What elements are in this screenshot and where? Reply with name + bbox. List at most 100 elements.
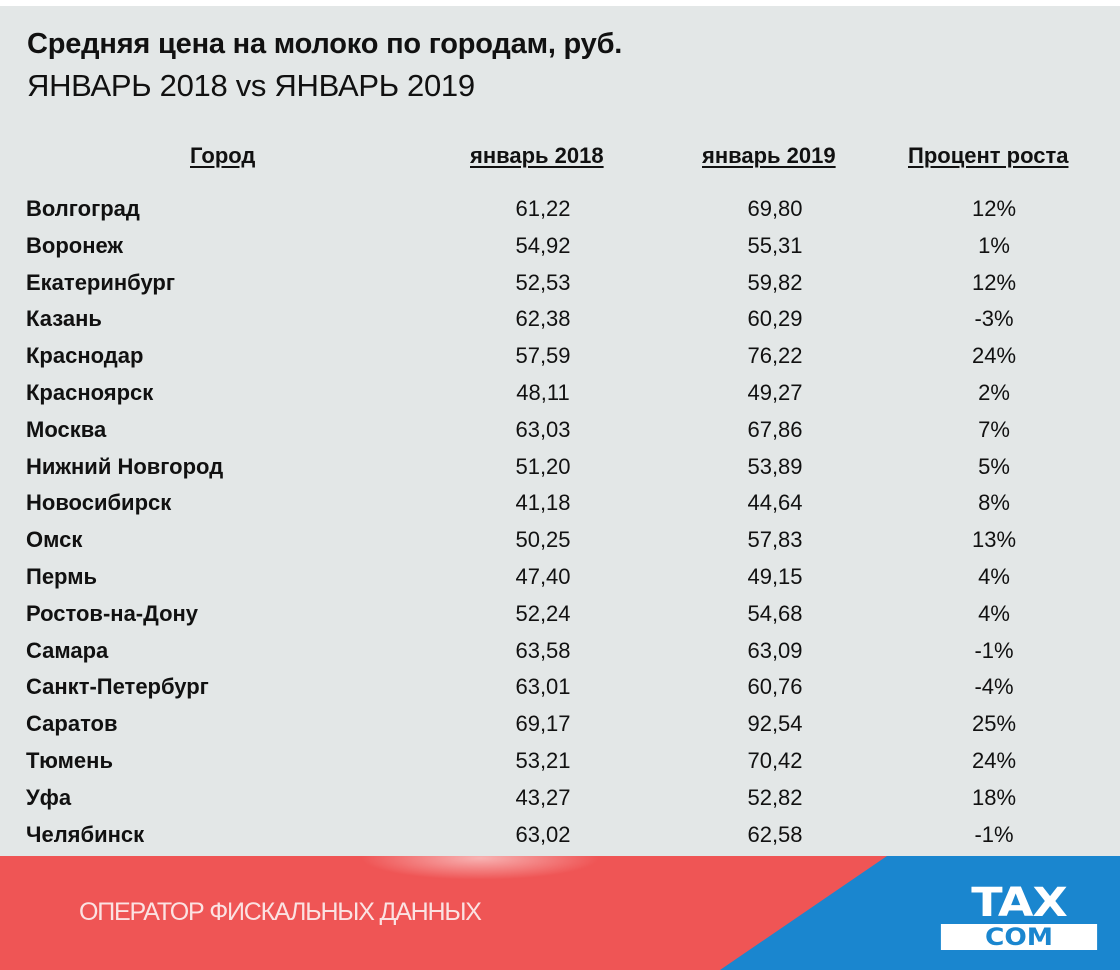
price-2018: 63,01 [515, 674, 571, 700]
growth-percent: 7% [978, 416, 1010, 442]
table-body: Волгоград 61,22 69,80 12% Воронеж 54,92 55,31… [0, 192, 1120, 854]
price-2018: 63,58 [515, 637, 571, 663]
city-name: Красноярск [26, 379, 154, 405]
table-row: Волгоград 61,22 69,80 12% [0, 192, 1120, 229]
column-header-city: Город [190, 143, 256, 168]
banner-tagline: ОПЕРАТОР ФИСКАЛЬНЫХ ДАННЫХ [79, 898, 482, 926]
chart-card: Средняя цена на молоко по городам, руб. … [0, 6, 1120, 856]
price-2018: 41,18 [515, 490, 571, 516]
table-row: Санкт-Петербург 63,01 60,76 -4% [0, 670, 1120, 707]
banner-glow [360, 856, 600, 880]
city-name: Казань [26, 306, 102, 332]
column-header-jan-2018: январь 2018 [470, 143, 604, 168]
growth-percent: 2% [978, 379, 1010, 405]
column-header-growth-percent: Процент роста [908, 143, 1069, 168]
chart-subtitle: ЯНВАРЬ 2018 vs ЯНВАРЬ 2019 [27, 68, 475, 103]
price-2019: 76,22 [747, 343, 803, 369]
price-2019: 60,76 [747, 674, 803, 700]
price-2018: 63,03 [515, 416, 571, 442]
growth-percent: 12% [971, 269, 1017, 295]
table-row: Красноярск 48,11 49,27 2% [0, 376, 1120, 413]
price-2019: 52,82 [747, 784, 803, 810]
table-row: Москва 63,03 67,86 7% [0, 413, 1120, 450]
table-row: Омск 50,25 57,83 13% [0, 523, 1120, 560]
price-2019: 63,09 [747, 637, 803, 663]
city-name: Челябинск [26, 821, 145, 847]
price-2018: 69,17 [515, 711, 571, 737]
city-name: Самара [26, 637, 109, 663]
growth-percent: 18% [971, 784, 1017, 810]
table-row: Воронеж 54,92 55,31 1% [0, 229, 1120, 266]
price-2019: 53,89 [747, 453, 803, 479]
growth-percent: 12% [971, 196, 1017, 221]
table-row: Челябинск 63,02 62,58 -1% [0, 818, 1120, 855]
footer-banner: ОПЕРАТОР ФИСКАЛЬНЫХ ДАННЫХ TAX COM [0, 856, 1120, 970]
chart-title: Средняя цена на молоко по городам, руб. [27, 28, 623, 60]
price-2019: 54,68 [747, 600, 803, 626]
growth-percent: -4% [974, 674, 1014, 700]
growth-percent: -3% [974, 306, 1014, 332]
growth-percent: 24% [971, 343, 1017, 369]
price-2019: 44,64 [747, 490, 803, 516]
table-row: Пермь 47,40 49,15 4% [0, 560, 1120, 597]
city-name: Уфа [26, 784, 72, 810]
price-2019: 60,29 [747, 306, 803, 332]
table-row: Саратов 69,17 92,54 25% [0, 707, 1120, 744]
growth-percent: 24% [971, 747, 1017, 773]
price-2019: 62,58 [747, 821, 803, 847]
price-2019: 55,31 [747, 232, 803, 258]
table-row: Казань 62,38 60,29 -3% [0, 302, 1120, 339]
table-row: Тюмень 53,21 70,42 24% [0, 744, 1120, 781]
city-name: Тюмень [26, 747, 113, 773]
table-row: Самара 63,58 63,09 -1% [0, 634, 1120, 671]
growth-percent: 4% [978, 600, 1010, 626]
growth-percent: 5% [978, 453, 1010, 479]
price-2019: 49,27 [747, 379, 803, 405]
city-name: Москва [26, 416, 107, 442]
city-name: Екатеринбург [26, 269, 176, 295]
logo-text-top: TAX [971, 880, 1068, 926]
city-name: Омск [26, 527, 83, 553]
growth-percent: -1% [974, 821, 1014, 847]
table-row: Новосибирск 41,18 44,64 8% [0, 486, 1120, 523]
price-2018: 63,02 [515, 821, 571, 847]
taxcom-logo: TAX COM [940, 883, 1098, 950]
price-2019: 67,86 [747, 416, 803, 442]
column-header-jan-2019: январь 2019 [702, 143, 836, 168]
growth-percent: 25% [971, 711, 1017, 737]
price-2019: 49,15 [747, 563, 803, 589]
city-name: Санкт-Петербург [26, 674, 209, 700]
price-2018: 52,24 [515, 600, 571, 626]
price-2018: 51,20 [515, 453, 571, 479]
city-name: Волгоград [26, 196, 140, 221]
logo-text-bottom: COM [940, 924, 1098, 950]
growth-percent: 1% [978, 232, 1010, 258]
price-2018: 62,38 [515, 306, 571, 332]
price-2018: 61,22 [515, 196, 571, 221]
price-2018: 48,11 [516, 379, 570, 405]
price-2018: 47,40 [515, 563, 571, 589]
growth-percent: 4% [978, 563, 1010, 589]
price-2019: 69,80 [747, 196, 803, 221]
price-2018: 52,53 [515, 269, 571, 295]
city-name: Воронеж [26, 232, 124, 258]
city-name: Новосибирск [26, 490, 172, 516]
price-2018: 54,92 [515, 232, 571, 258]
price-2018: 50,25 [515, 527, 571, 553]
table-row: Нижний Новгород 51,20 53,89 5% [0, 450, 1120, 487]
table-row: Краснодар 57,59 76,22 24% [0, 339, 1120, 376]
city-name: Ростов-на-Дону [26, 600, 199, 626]
price-2019: 59,82 [747, 269, 803, 295]
city-name: Саратов [26, 711, 118, 737]
city-name: Пермь [26, 563, 97, 589]
growth-percent: 13% [971, 527, 1017, 553]
price-2019: 57,83 [747, 527, 803, 553]
table-row: Уфа 43,27 52,82 18% [0, 781, 1120, 818]
price-2018: 53,21 [515, 747, 571, 773]
growth-percent: -1% [974, 637, 1014, 663]
city-name: Краснодар [26, 343, 144, 369]
table-row: Ростов-на-Дону 52,24 54,68 4% [0, 597, 1120, 634]
table-row: Екатеринбург 52,53 59,82 12% [0, 266, 1120, 303]
city-name: Нижний Новгород [26, 453, 224, 479]
price-2018: 43,27 [515, 784, 571, 810]
